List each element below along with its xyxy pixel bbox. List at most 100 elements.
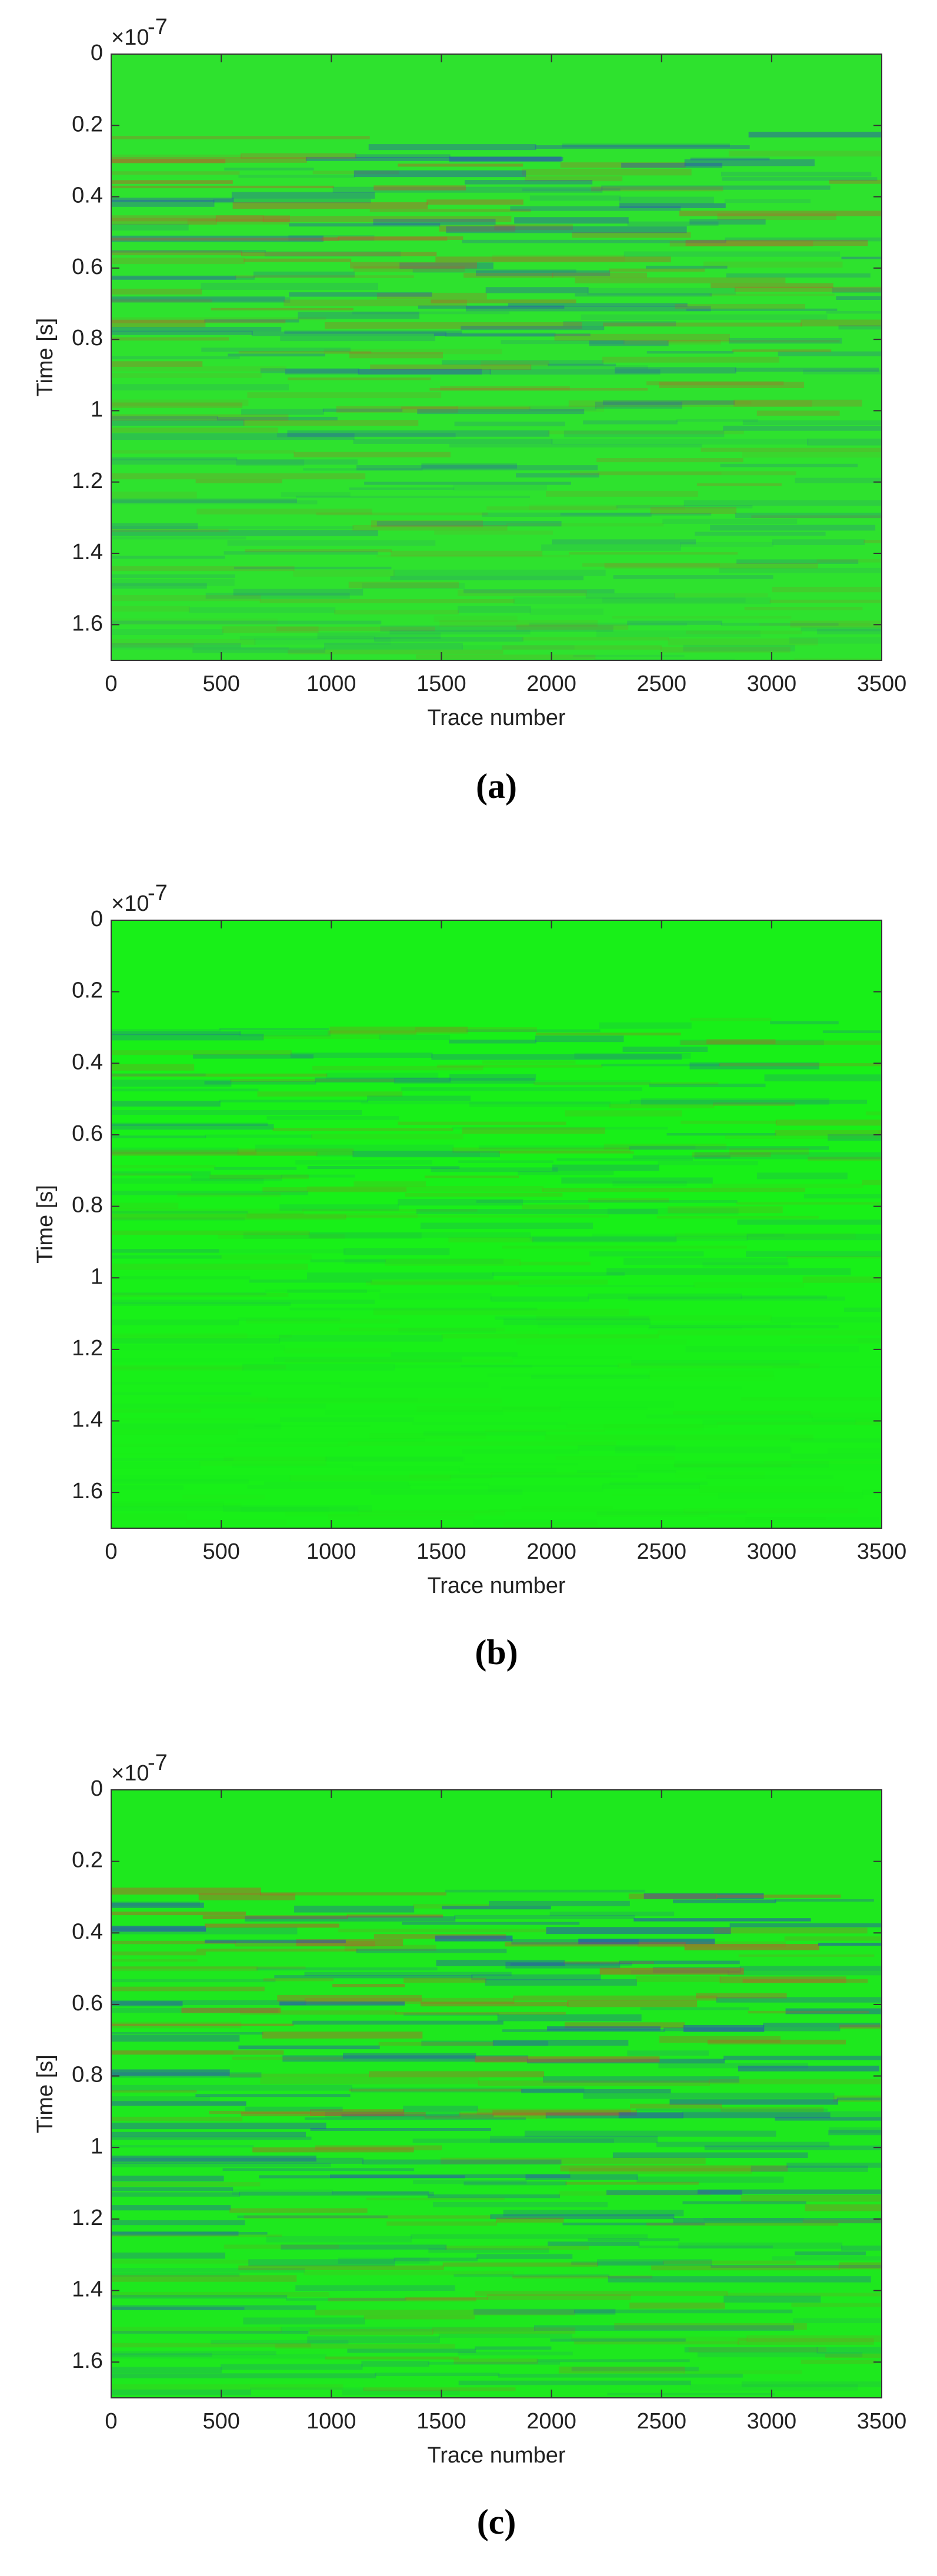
reflection-band [111, 326, 282, 332]
reflection-band [573, 2309, 793, 2314]
reflection-band [111, 2294, 288, 2299]
reflection-band [286, 2298, 406, 2301]
reflection-band [195, 479, 282, 483]
reflection-band [646, 265, 728, 269]
reflection-band [244, 2215, 492, 2219]
reflection-band [111, 2116, 243, 2121]
reflection-band [681, 400, 752, 405]
reflection-band [683, 644, 795, 651]
reflection-band [111, 2182, 261, 2187]
reflection-band [669, 2099, 838, 2105]
x-tick-label: 1000 [306, 1539, 356, 1564]
x-axis-label: Trace number [427, 706, 565, 730]
reflection-band [111, 457, 238, 460]
reflection-band [578, 1939, 715, 1944]
reflection-band [648, 1375, 775, 1381]
reflection-band [111, 663, 230, 666]
reflection-band [682, 2111, 882, 2118]
reflection-band [111, 2275, 297, 2282]
reflection-band [482, 512, 652, 517]
reflection-band [325, 1410, 503, 1415]
y-tick-label: 0 [91, 907, 103, 931]
reflection-band [746, 2335, 882, 2343]
reflection-band [559, 2191, 711, 2196]
reflection-band [111, 1338, 281, 1344]
reflection-band [188, 607, 336, 613]
reflection-band [111, 2205, 231, 2211]
x-tick-label: 3500 [857, 2409, 907, 2434]
reflection-band [603, 1424, 703, 1431]
reflection-band [338, 1929, 548, 1933]
reflection-band [548, 430, 744, 435]
reflection-band [111, 1366, 244, 1371]
reflection-band [471, 1974, 601, 1981]
reflection-band [862, 1180, 882, 1185]
reflection-band [201, 348, 351, 352]
reflection-band [218, 1234, 345, 1239]
reflection-band [380, 625, 613, 632]
reflection-band [568, 552, 738, 555]
reflection-band [461, 645, 575, 650]
reflection-band [717, 213, 836, 220]
reflection-band [720, 463, 858, 467]
reflection-band [596, 458, 743, 463]
reflection-band [560, 513, 712, 516]
reflection-band [519, 1261, 591, 1266]
reflection-band [285, 1359, 513, 1363]
reflection-band [784, 1936, 882, 1941]
reflection-band [729, 1148, 809, 1155]
reflection-band [111, 238, 339, 241]
reflection-band [673, 1899, 776, 1903]
reflection-band [405, 1192, 563, 1197]
y-tick-label: 0.2 [72, 978, 103, 1003]
reflection-band [257, 1091, 403, 1097]
reflection-band [111, 1444, 349, 1447]
reflection-band [111, 2035, 240, 2042]
reflection-band [111, 523, 198, 529]
reflection-band [535, 1033, 681, 1035]
reflection-band [361, 1101, 631, 1105]
reflection-band [282, 2055, 529, 2062]
reflection-band [111, 2331, 309, 2334]
reflection-band [295, 1160, 432, 1165]
reflection-band [280, 336, 435, 342]
reflection-band [613, 575, 773, 579]
reflection-band [790, 1438, 937, 1442]
reflection-band [673, 1411, 811, 1415]
reflection-band [476, 1200, 738, 1203]
reflection-band [111, 258, 245, 265]
reflection-band [214, 1167, 297, 1170]
reflection-band [803, 1194, 882, 1199]
reflection-band [393, 569, 606, 576]
reflection-band [458, 2351, 573, 2356]
reflection-band [367, 1095, 471, 1101]
reflection-band [728, 338, 842, 344]
reflection-band [697, 2189, 882, 2194]
reflection-band [111, 1485, 184, 1489]
reflection-band [211, 308, 354, 310]
x-tick-label: 0 [105, 2409, 117, 2434]
y-tick-label: 0 [91, 41, 103, 65]
reflection-band [111, 1191, 308, 1195]
reflection-band [689, 2384, 858, 2391]
reflection-band [458, 606, 531, 613]
reflection-band [290, 1053, 433, 1058]
reflection-band [356, 1949, 507, 1953]
reflection-band [363, 2387, 516, 2391]
reflection-band [502, 2029, 665, 2032]
reflection-band [288, 649, 503, 654]
reflection-band [701, 447, 882, 452]
reflection-band [662, 2260, 796, 2264]
reflection-band [748, 132, 882, 138]
reflection-band [619, 1960, 740, 1964]
reflection-band [533, 1082, 719, 1085]
reflection-band [582, 563, 720, 567]
reflection-band [503, 1522, 598, 1529]
reflection-band [421, 463, 518, 469]
reflection-band [111, 1208, 304, 1215]
reflection-band [858, 1338, 937, 1343]
reflection-band [325, 2111, 461, 2118]
reflection-band [177, 1193, 281, 1197]
reflection-band [478, 1145, 696, 1150]
reflection-band [398, 1199, 523, 1206]
